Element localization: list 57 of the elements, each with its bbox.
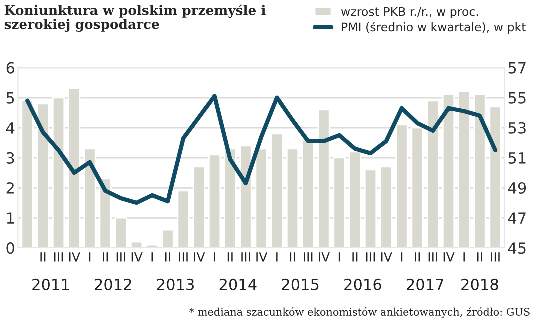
chart-title: Koniunktura w polskim przemyśle i szerokiej gospodarce (4, 4, 266, 32)
x-tick-label: II (228, 252, 233, 262)
x-tick-label: III (116, 252, 126, 262)
x-tick-label: II (415, 252, 420, 262)
x-tick-label: I (338, 252, 340, 262)
x-tick-label: III (428, 252, 438, 262)
x-tick-label: II (290, 252, 296, 262)
x-tick-label: IV (194, 252, 206, 262)
text: 2016 (344, 278, 382, 290)
x-tick-label: IV (319, 252, 330, 262)
text: * mediana szacunków ekonomistów ankietowanych, źródło: GUS (190, 308, 530, 318)
x-tick-label: III (491, 252, 500, 262)
x-tick-label: I (89, 252, 91, 262)
x-tick-label: IV (256, 252, 268, 262)
x-tick-label: I (152, 252, 153, 262)
text: 2012 (95, 278, 132, 290)
y2-tick-label: 57 (508, 62, 526, 74)
x-tick-label: IV (381, 252, 392, 262)
x-tick-label: I (276, 252, 278, 262)
x-tick-label: IV (69, 252, 80, 262)
y2-tick-label: 47 (508, 212, 526, 224)
x-tick-label: III (54, 252, 64, 262)
text: 2015 (282, 278, 319, 290)
y2-tick-label: 55 (508, 92, 526, 104)
x-tick-label: I (401, 252, 403, 262)
y-tick-label: 3 (6, 152, 14, 164)
x-tick-label: III (179, 252, 188, 262)
x-tick-label: II (166, 252, 170, 262)
y2-tick-label: 49 (508, 182, 526, 194)
text: 2011 (32, 278, 70, 290)
y2-tick-label: 51 (508, 152, 526, 164)
x-tick-label: IV (444, 252, 455, 262)
text: 2018 (462, 278, 498, 290)
x-tick-label: III (242, 252, 250, 262)
x-tick-label: III (366, 252, 376, 262)
y-tick-label: 6 (6, 62, 14, 74)
line-series (26, 94, 498, 206)
y-tick-label: 2 (6, 182, 14, 194)
x-tick-label: III (304, 252, 313, 262)
x-tick-label: II (477, 252, 482, 262)
y-tick-label: 5 (6, 92, 14, 104)
x-tick-label: I (464, 252, 465, 262)
y-tick-label: 4 (6, 122, 15, 134)
x-tick-label: IV (132, 252, 143, 262)
legend-label: PMI (średnio w kwartale), w pkt (342, 22, 526, 34)
x-tick-label: I (214, 252, 216, 262)
x-tick-label: II (352, 252, 358, 262)
y-tick-label: 0 (6, 242, 14, 254)
legend-label: wzrost PKB r./r., w proc. (341, 7, 478, 19)
y2-tick-label: 53 (508, 122, 526, 134)
y-tick-label: 1 (7, 212, 14, 224)
y2-tick-label: 45 (508, 242, 526, 254)
x-tick-label: II (103, 252, 108, 262)
text: 2017 (407, 278, 444, 290)
x-tick-label: II (40, 252, 46, 262)
text: 2013 (157, 278, 194, 290)
text: 2014 (220, 278, 257, 290)
